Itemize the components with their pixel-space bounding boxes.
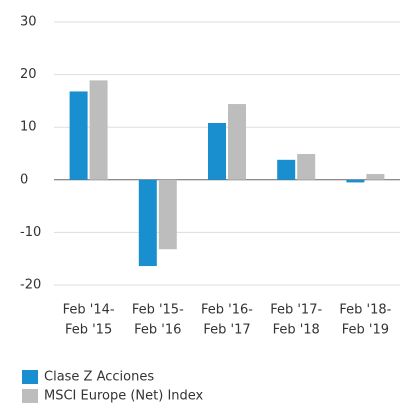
x-tick-label: Feb '16- — [201, 303, 253, 318]
bar — [228, 104, 246, 180]
y-tick-label: -10 — [20, 225, 41, 240]
legend-label: MSCI Europe (Net) Index — [44, 389, 204, 404]
y-tick-label: -20 — [20, 278, 41, 293]
bar — [89, 80, 108, 180]
legend-label: Clase Z Acciones — [44, 370, 154, 385]
x-tick-label: Feb '15- — [132, 303, 184, 318]
bar — [69, 91, 88, 180]
x-tick-label: Feb '15 — [65, 323, 112, 338]
x-tick-label: Feb '18- — [339, 303, 391, 318]
y-tick-label: 20 — [20, 67, 37, 82]
y-tick-label: 10 — [20, 120, 37, 135]
bar — [366, 174, 385, 180]
y-tick-label: 30 — [20, 15, 37, 30]
legend-swatch — [22, 370, 38, 384]
y-tick-label: 0 — [20, 172, 28, 187]
x-tick-label: Feb '16 — [134, 323, 181, 338]
x-tick-label: Feb '19 — [342, 323, 389, 338]
bar — [277, 159, 296, 180]
x-tick-label: Feb '14- — [63, 303, 115, 318]
x-tick-label: Feb '17- — [270, 303, 322, 318]
bar — [138, 179, 157, 267]
bar — [346, 179, 365, 183]
legend-swatch — [22, 389, 38, 403]
bar — [297, 154, 316, 180]
x-tick-label: Feb '18 — [273, 323, 320, 338]
bar — [208, 122, 226, 180]
x-tick-label: Feb '17 — [203, 323, 250, 338]
bar — [158, 179, 177, 250]
